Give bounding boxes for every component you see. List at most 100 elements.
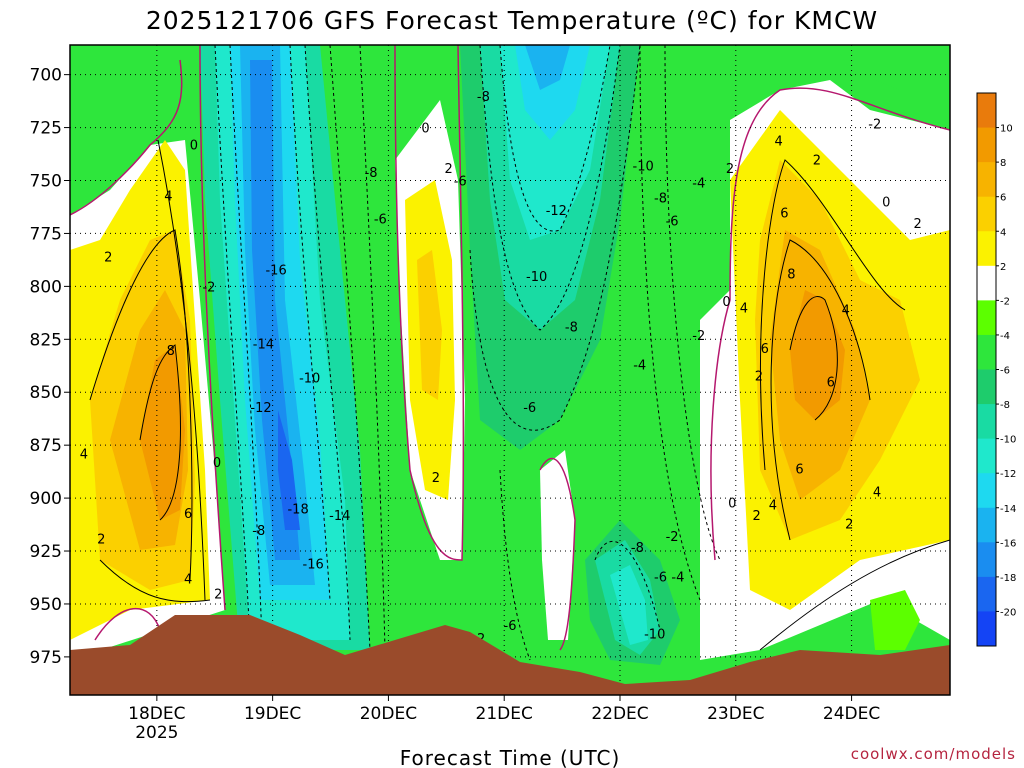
contour-label: 2: [444, 162, 452, 177]
contour-label: 0: [722, 295, 730, 310]
contour-label: 6: [761, 342, 769, 357]
contour-label: -16: [303, 558, 324, 573]
contour-label: -12: [250, 401, 271, 416]
colorbar-swatch: [977, 611, 996, 647]
colorbar-label: -18: [1000, 573, 1016, 584]
colorbar-label: -20: [1000, 607, 1016, 618]
x-tick-label: 24DEC: [823, 704, 880, 724]
contour-label: 4: [873, 486, 881, 501]
colorbar-label: -4: [1000, 331, 1010, 342]
colorbar-swatch: [977, 438, 996, 474]
contour-label: 2: [214, 587, 222, 602]
contour-label: 0: [190, 139, 198, 154]
contour-label: -2: [666, 530, 679, 545]
contour-label: 2: [845, 518, 853, 533]
y-axis: 700 725 750 775 800 825 850 875 900 925 950 975: [30, 66, 70, 668]
contour-label: 4: [769, 498, 777, 513]
colorbar-label: -6: [1000, 366, 1010, 377]
contour-label: 0: [421, 122, 429, 137]
contour-label: 4: [184, 573, 192, 588]
colorbar-swatch: [977, 369, 996, 405]
y-tick-label: 700: [30, 66, 62, 86]
contour-label: -8: [477, 90, 490, 105]
contour-label: 2: [97, 532, 105, 547]
contour-label: 2: [755, 369, 763, 384]
contour-label: 2: [913, 217, 921, 232]
colorbar-label: -8: [1000, 400, 1010, 411]
x-tick-label: 23DEC: [707, 704, 764, 724]
contour-label: -8: [654, 191, 667, 206]
colorbar-swatch: [977, 542, 996, 578]
freezing-contour-lines: [70, 45, 950, 651]
colorbar-label: 2: [1000, 262, 1006, 273]
contour-label: -4: [671, 570, 684, 585]
terrain: [70, 615, 950, 695]
contour-label: 0: [882, 196, 890, 211]
contour-label: -6: [523, 401, 536, 416]
x-tick-label: 18DEC: [128, 704, 185, 724]
colorbar: 10 8 6 4 2 -2 -4 -6 -8 -10 -12 -14 -16 -18 -20: [976, 92, 1016, 647]
colorbar-label: 10: [1000, 124, 1013, 135]
contour-label: 4: [774, 134, 782, 149]
contour-label: -12: [546, 204, 567, 219]
contour-label: -8: [252, 524, 265, 539]
colorbar-label: -2: [1000, 296, 1010, 307]
contour-label: 6: [780, 206, 788, 221]
contour-label: -6: [654, 570, 667, 585]
colorbar-swatch: [977, 334, 996, 370]
contour-label: 2: [726, 162, 734, 177]
y-tick-label: 850: [30, 383, 62, 403]
contour-label: 0: [213, 456, 221, 471]
contour-label: -6: [504, 619, 517, 634]
y-tick-label: 950: [30, 595, 62, 615]
plot-frame: [69, 44, 951, 696]
credit-link[interactable]: coolwx.com/models: [851, 745, 1016, 763]
contour-label: -14: [253, 338, 274, 353]
x-tick-sublabel: 2025: [135, 723, 178, 743]
contour-label: -16: [265, 263, 286, 278]
x-axis-label: Forecast Time (UTC): [400, 746, 621, 768]
colorbar-label: 8: [1000, 158, 1006, 169]
contour-label: 4: [842, 304, 850, 319]
x-tick-label: 20DEC: [360, 704, 417, 724]
contour-label: -8: [565, 321, 578, 336]
contour-label: -10: [633, 160, 654, 175]
colorbar-label: -14: [1000, 504, 1016, 515]
colorbar-label: 4: [1000, 227, 1006, 238]
contour-label: -4: [633, 359, 646, 374]
contour-label: -10: [526, 270, 547, 285]
contour-label: 8: [787, 268, 795, 283]
contour-label: -10: [644, 628, 665, 643]
contour-label: -2: [202, 280, 215, 295]
y-tick-label: 925: [30, 542, 62, 562]
contour-label: 2: [813, 153, 821, 168]
x-tick-label: 21DEC: [476, 704, 533, 724]
contour-label: 0: [728, 496, 736, 511]
y-tick-label: 825: [30, 330, 62, 350]
contour-label: -2: [692, 329, 705, 344]
y-tick-label: 900: [30, 489, 62, 509]
contour-label: 4: [80, 448, 88, 463]
contour-label: 6: [827, 376, 835, 391]
colorbar-swatch: [977, 93, 996, 129]
contour-label: -2: [868, 117, 881, 132]
contour-lines-dashed: [214, 45, 721, 661]
colorbar-swatch: [977, 404, 996, 440]
colorbar-swatch: [977, 231, 996, 267]
contour-label: -18: [287, 503, 308, 518]
y-tick-label: 725: [30, 119, 62, 139]
y-tick-label: 975: [30, 648, 62, 668]
contour-label: 6: [184, 507, 192, 522]
colorbar-swatch: [977, 265, 996, 301]
colorbar-swatch: [977, 162, 996, 198]
warm-region-right: [700, 45, 950, 660]
x-tick-label: 19DEC: [244, 704, 301, 724]
contour-label: -6: [454, 175, 467, 190]
y-tick-label: 800: [30, 277, 62, 297]
contour-label: 2: [432, 471, 440, 486]
contour-label: 4: [740, 302, 748, 317]
contour-label: -14: [329, 509, 350, 524]
